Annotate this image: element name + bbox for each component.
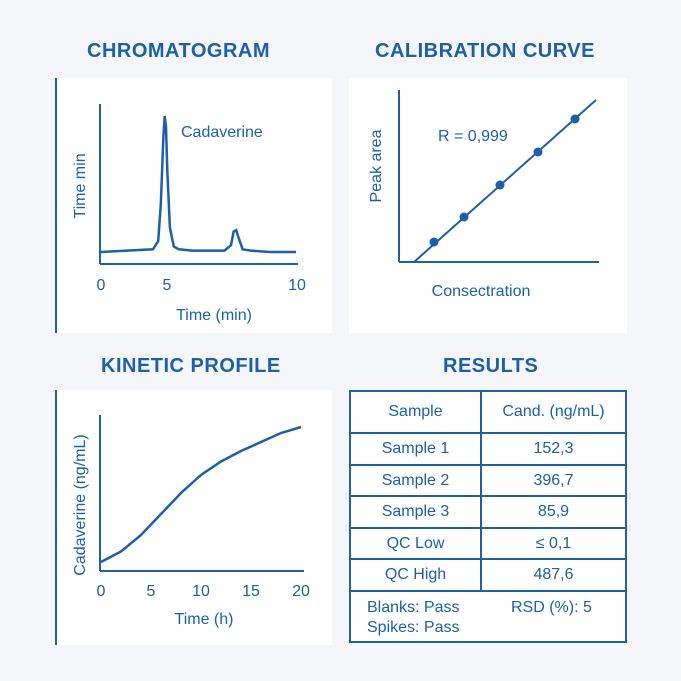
results-rsd: RSD (%): 5 xyxy=(511,599,592,616)
results-sample-cell: QC High xyxy=(351,560,482,590)
kinetic-tick-0: 0 xyxy=(97,583,106,600)
results-sample-cell: Sample 1 xyxy=(351,434,482,464)
results-header-row: Sample Cand. (ng/mL) xyxy=(351,392,625,434)
results-value-cell: 85,9 xyxy=(537,503,570,520)
kinetic-title: KINETIC PROFILE xyxy=(101,355,281,377)
results-footer: Blanks: Pass Spikes: Pass RSD (%): 5 xyxy=(351,592,625,641)
chromatogram-panel xyxy=(56,78,332,333)
calibration-ylabel: Peak area xyxy=(368,129,385,202)
chromatogram-peak-label: Cadaverine xyxy=(181,124,263,141)
kinetic-curve xyxy=(100,425,302,564)
results-value-cell: ≤ 0,1 xyxy=(535,534,572,552)
results-sample-cell: Sample 3 xyxy=(351,497,482,527)
kinetic-tick-10: 10 xyxy=(192,583,210,600)
results-value-cell: 396,7 xyxy=(533,471,574,489)
kinetic-ylabel: Cadaverine (ng/mL) xyxy=(72,434,89,575)
calibration-xlabel: Consectration xyxy=(432,283,531,300)
results-title: RESULTS xyxy=(443,355,539,377)
table-row: QC High 487,6 xyxy=(351,560,625,592)
chromatogram-tick-5: 5 xyxy=(163,277,172,294)
calibration-fit-line xyxy=(413,99,597,263)
calibration-point-2 xyxy=(459,212,469,222)
results-spikes: Spikes: Pass xyxy=(367,619,460,636)
results-header-sample: Sample xyxy=(351,392,482,432)
calibration-panel xyxy=(349,78,627,333)
results-sample-cell: Sample 2 xyxy=(351,466,482,495)
results-value-cell: 487,6 xyxy=(533,566,574,583)
chromatogram-ylabel: Time min xyxy=(72,153,89,218)
table-row: Sample 2 396,7 xyxy=(351,466,625,497)
table-row: Sample 3 85,9 xyxy=(351,497,625,529)
results-sample-cell: QC Low xyxy=(351,529,482,558)
chromatogram-xlabel: Time (min) xyxy=(176,307,252,324)
chromatogram-title: CHROMATOGRAM xyxy=(87,40,271,62)
results-table: Sample Cand. (ng/mL) Sample 1 152,3 Samp… xyxy=(349,390,627,643)
calibration-point-4 xyxy=(533,147,543,157)
calibration-title: CALIBRATION CURVE xyxy=(375,40,595,62)
calibration-r-label: R = 0,999 xyxy=(438,128,508,145)
chromatogram-trace xyxy=(100,115,296,254)
kinetic-tick-20: 20 xyxy=(292,583,310,600)
chromatogram-tick-0: 0 xyxy=(97,277,106,294)
table-row: Sample 1 152,3 xyxy=(351,434,625,466)
table-row: QC Low ≤ 0,1 xyxy=(351,529,625,560)
results-value-cell: 152,3 xyxy=(533,440,574,457)
calibration-point-3 xyxy=(495,180,505,190)
chromatogram-tick-10: 10 xyxy=(288,277,306,294)
results-blanks: Blanks: Pass xyxy=(367,599,460,616)
calibration-point-5 xyxy=(570,114,580,124)
kinetic-tick-5: 5 xyxy=(147,583,156,600)
results-header-conc: Cand. (ng/mL) xyxy=(502,403,605,420)
calibration-point-1 xyxy=(429,237,439,247)
kinetic-xlabel: Time (h) xyxy=(175,611,234,628)
kinetic-tick-15: 15 xyxy=(242,583,260,600)
